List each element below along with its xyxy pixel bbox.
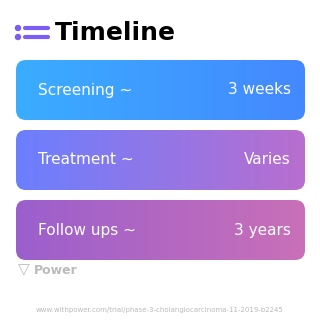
Text: ▽: ▽	[18, 263, 30, 278]
Circle shape	[15, 35, 20, 40]
Text: Screening ~: Screening ~	[38, 82, 132, 97]
Text: Power: Power	[34, 264, 78, 277]
Text: 3 years: 3 years	[234, 222, 291, 237]
Circle shape	[15, 26, 20, 30]
Text: Varies: Varies	[244, 152, 291, 167]
Text: 3 weeks: 3 weeks	[228, 82, 291, 97]
Text: www.withpower.com/trial/phase-3-cholangiocarcinoma-11-2019-b2245: www.withpower.com/trial/phase-3-cholangi…	[36, 307, 284, 313]
Text: Follow ups ~: Follow ups ~	[38, 222, 136, 237]
Text: Timeline: Timeline	[55, 21, 176, 45]
Text: Treatment ~: Treatment ~	[38, 152, 134, 167]
